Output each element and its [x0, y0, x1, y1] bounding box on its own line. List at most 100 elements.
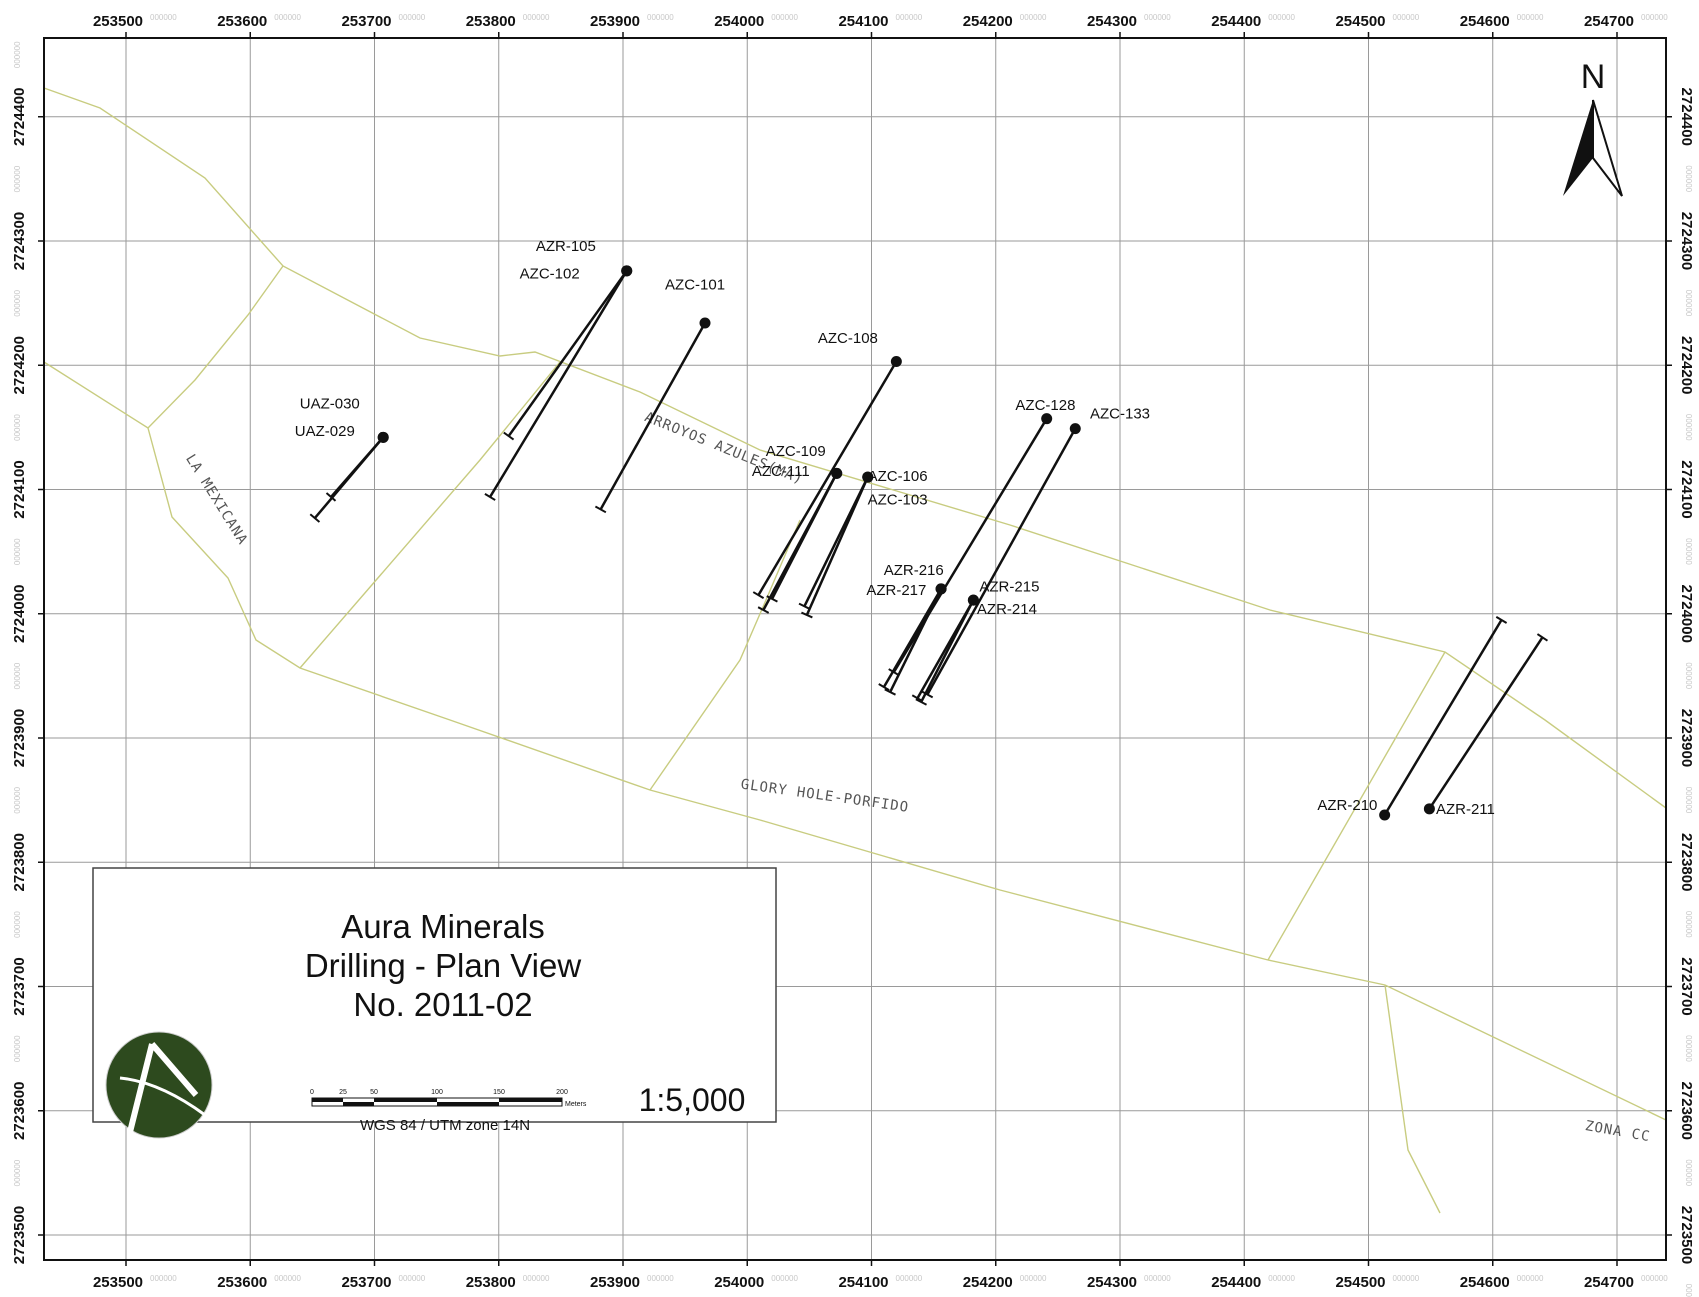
drill-hole-label: AZR-210 — [1317, 797, 1377, 814]
drill-hole-collar — [890, 356, 902, 368]
drill-hole-end-tick — [915, 698, 927, 706]
easting-tick-suffix: 000000 — [896, 1274, 923, 1283]
logo-mark-swoosh — [119, 1076, 206, 1117]
easting-tick-label: 254000 — [714, 13, 764, 30]
drill-hole-label: AZC-111 — [752, 463, 810, 480]
drill-hole-label: AZR-215 — [979, 578, 1039, 595]
northing-tick-suffix-right: 000000 — [1684, 1035, 1693, 1062]
northing-tick-suffix-right: 000000 — [1684, 165, 1693, 192]
drill-hole-trace — [599, 322, 707, 510]
drill-hole-trace — [762, 472, 838, 611]
easting-tick-label: 253600 — [217, 13, 267, 30]
drill-hole-end-tick — [1536, 633, 1549, 642]
drill-hole-label: AZC-102 — [520, 265, 580, 282]
easting-tick-label: 253800 — [466, 13, 516, 30]
easting-tick-label: 254700 — [1584, 1274, 1634, 1291]
drill-hole-collar — [967, 594, 979, 606]
easting-tick-label: 254200 — [963, 13, 1013, 30]
easting-tick-label: 254600 — [1460, 13, 1510, 30]
easting-tick-label: 253900 — [590, 1274, 640, 1291]
scale-bar-unit: Meters — [565, 1101, 587, 1108]
drill-hole-label: AZC-101 — [665, 276, 725, 293]
northing-tick-suffix-right: 000000 — [1684, 911, 1693, 938]
northing-tick-label-left: 2723500 — [11, 1206, 28, 1264]
drill-hole-collar — [1379, 809, 1391, 821]
drill-hole-label: AZR-216 — [884, 562, 944, 579]
easting-tick-label: 253500 — [93, 1274, 143, 1291]
northing-tick-label-right: 2724300 — [1678, 212, 1695, 270]
drill-hole-trace — [920, 599, 975, 703]
legend-company: Aura Minerals — [341, 908, 545, 945]
easting-tick-label: 254100 — [838, 1274, 888, 1291]
northing-tick-suffix-left: 000000 — [13, 165, 22, 192]
northing-tick-label-right: 2723600 — [1678, 1082, 1695, 1140]
easting-tick-label: 253600 — [217, 1274, 267, 1291]
northing-tick-label-right: 2723800 — [1678, 833, 1695, 891]
drill-hole-end-tick — [594, 505, 607, 514]
easting-tick-suffix: 000000 — [523, 1274, 550, 1283]
legend-number: No. 2011-02 — [353, 986, 532, 1023]
scale-bar-tick-label: 200 — [556, 1089, 568, 1096]
easting-tick-suffix: 000000 — [1020, 13, 1047, 22]
easting-tick-suffix: 000000 — [647, 1274, 674, 1283]
zone-boundary-line — [43, 265, 284, 429]
drill-hole-label: UAZ-030 — [300, 396, 360, 413]
easting-tick-label: 254400 — [1211, 1274, 1261, 1291]
easting-tick-suffix: 000000 — [1020, 1274, 1047, 1283]
northing-tick-suffix-left: 000000 — [13, 1159, 22, 1186]
easting-tick-suffix: 000000 — [771, 13, 798, 22]
drill-hole-label: AZC-133 — [1090, 406, 1150, 423]
scale-bar-tick-label: 150 — [493, 1089, 505, 1096]
drill-hole-collar — [831, 467, 843, 479]
northing-tick-suffix-left: 000000 — [13, 289, 22, 316]
drill-hole-collar — [1041, 413, 1053, 425]
northing-tick-suffix-right: 000000 — [1684, 1284, 1693, 1297]
easting-tick-suffix: 000000 — [399, 13, 426, 22]
scale-bar-tick-label: 50 — [370, 1089, 378, 1096]
easting-tick-label: 254500 — [1335, 1274, 1385, 1291]
northing-tick-label-right: 2724000 — [1678, 585, 1695, 643]
easting-tick-label: 254200 — [963, 1274, 1013, 1291]
drill-hole-trace — [507, 270, 628, 437]
northing-tick-suffix-left: 000000 — [13, 1035, 22, 1062]
easting-tick-label: 254500 — [1335, 13, 1385, 30]
coordinate-system: WGS 84 / UTM zone 14N — [360, 1117, 530, 1134]
northing-tick-label-left: 2724400 — [11, 88, 28, 146]
zone-boundary-line — [147, 427, 1667, 1121]
easting-tick-suffix: 000000 — [523, 13, 550, 22]
drill-hole-end-tick — [766, 595, 778, 603]
north-arrow: N — [1563, 58, 1623, 197]
northing-tick-label-right: 2724100 — [1678, 460, 1695, 518]
drill-hole-trace — [330, 436, 385, 498]
drill-hole-end-tick — [325, 492, 337, 502]
drill-hole-trace — [889, 588, 943, 693]
drill-hole-end-tick — [757, 606, 770, 614]
drill-hole-labels: UAZ-030 UAZ-029 AZR-105 AZC-102 AZC-101 AZC-1… — [295, 238, 1495, 818]
northing-tick-label-left: 2724300 — [11, 212, 28, 270]
drill-hole-end-tick — [878, 683, 890, 691]
drill-hole-end-tick — [921, 690, 934, 699]
scale-bar-tick-label: 25 — [339, 1089, 347, 1096]
easting-tick-suffix: 000000 — [1144, 1274, 1171, 1283]
northing-tick-suffix-right: 000000 — [1684, 414, 1693, 441]
drill-hole-label: AZR-214 — [977, 601, 1037, 618]
drill-hole-label: AZC-109 — [766, 443, 826, 460]
northing-tick-suffix-right: 000000 — [1684, 538, 1693, 565]
easting-tick-suffix: 000000 — [1517, 1274, 1544, 1283]
easting-tick-suffix: 000000 — [1393, 1274, 1420, 1283]
easting-tick-suffix: 000000 — [1641, 13, 1668, 22]
scale-bar-seg-4 — [437, 1102, 499, 1106]
drill-hole-end-tick — [800, 611, 813, 619]
drill-hole-trace — [757, 360, 898, 596]
northing-tick-suffix-right: 000000 — [1684, 290, 1693, 317]
legend-box: Aura Minerals Drilling - Plan View No. 2… — [92, 867, 777, 1139]
easting-tick-suffix: 000000 — [1393, 13, 1420, 22]
easting-tick-suffix: 000000 — [274, 13, 301, 22]
easting-tick-suffix: 000000 — [1641, 1274, 1668, 1283]
easting-tick-label: 254400 — [1211, 13, 1261, 30]
zone-boundary-line — [1384, 984, 1441, 1214]
northing-tick-label-left: 2723600 — [11, 1082, 28, 1140]
scale-bar-seg-5 — [499, 1098, 562, 1102]
northing-tick-label-left: 2723700 — [11, 957, 28, 1015]
northing-tick-suffix-left: 000000 — [13, 414, 22, 441]
